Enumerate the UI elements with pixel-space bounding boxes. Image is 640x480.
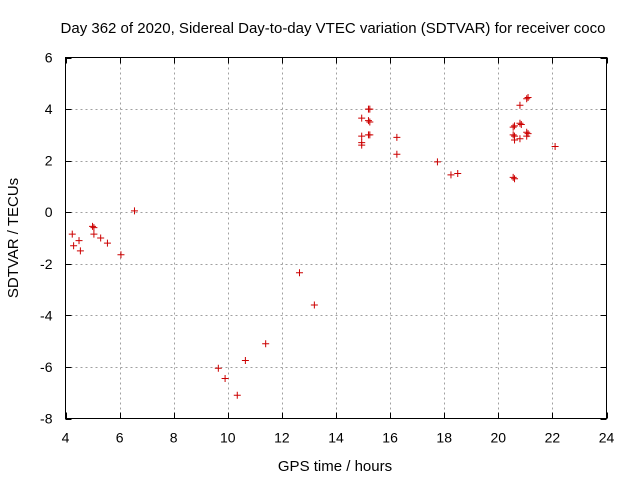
- x-tick-label: 14: [328, 430, 344, 446]
- x-tick-label: 16: [382, 430, 398, 446]
- x-tick-label: 20: [491, 430, 507, 446]
- y-tick-label: 4: [45, 101, 53, 117]
- data-point: [358, 132, 366, 140]
- x-tick-label: 10: [220, 430, 236, 446]
- data-point: [516, 135, 524, 143]
- y-tick-label: 0: [45, 204, 53, 220]
- x-tick-label: 6: [116, 430, 124, 446]
- data-point: [511, 136, 519, 144]
- data-point: [366, 118, 374, 126]
- y-tick-label: 2: [45, 153, 53, 169]
- data-point: [103, 239, 111, 247]
- data-point: [393, 150, 401, 158]
- data-point: [358, 141, 366, 149]
- data-point: [295, 269, 303, 277]
- x-tick-label: 18: [436, 430, 452, 446]
- data-point: [523, 132, 531, 140]
- y-tick-label: -2: [40, 256, 53, 272]
- data-point: [509, 173, 517, 181]
- data-point: [358, 114, 366, 122]
- data-point: [76, 247, 84, 255]
- data-point: [89, 222, 97, 230]
- y-tick-label: -4: [40, 307, 53, 323]
- data-point: [364, 117, 372, 125]
- data-point: [117, 251, 125, 259]
- data-point: [517, 121, 525, 129]
- data-point: [90, 224, 98, 232]
- data-point: [68, 230, 76, 238]
- y-tick-label: -6: [40, 359, 53, 375]
- data-point: [75, 237, 83, 245]
- y-axis-title: SDTVAR / TECUs: [5, 178, 22, 298]
- data-point: [433, 158, 441, 166]
- data-point: [366, 105, 374, 113]
- data-point: [70, 242, 78, 250]
- data-point: [90, 230, 98, 238]
- x-axis-title: GPS time / hours: [278, 458, 392, 475]
- data-point: [516, 119, 524, 127]
- data-point: [454, 170, 462, 178]
- x-tick-label: 24: [599, 430, 615, 446]
- data-point: [241, 356, 249, 364]
- data-point: [221, 375, 229, 383]
- data-point: [511, 122, 519, 130]
- grid-layer: [65, 57, 607, 419]
- y-tick-label: -8: [40, 411, 53, 427]
- data-point: [262, 340, 270, 348]
- data-point: [524, 93, 532, 101]
- data-point: [130, 207, 138, 215]
- data-point: [366, 131, 374, 139]
- data-point: [233, 391, 241, 399]
- data-point: [214, 364, 222, 372]
- data-point: [509, 123, 517, 131]
- data-points: [68, 93, 559, 399]
- data-point: [523, 95, 531, 103]
- data-point: [447, 171, 455, 179]
- x-tick-label: 4: [62, 430, 70, 446]
- data-point: [516, 101, 524, 109]
- data-point: [551, 142, 559, 150]
- y-tick-label: 6: [45, 50, 53, 66]
- x-tick-label: 22: [545, 430, 561, 446]
- data-point: [509, 131, 517, 139]
- data-point: [393, 133, 401, 141]
- x-tick-label: 12: [274, 430, 290, 446]
- data-point: [511, 175, 519, 183]
- x-tick-label: 8: [170, 430, 178, 446]
- data-point: [97, 234, 105, 242]
- data-point: [310, 301, 318, 309]
- chart-title: Day 362 of 2020, Sidereal Day-to-day VTE…: [61, 20, 606, 37]
